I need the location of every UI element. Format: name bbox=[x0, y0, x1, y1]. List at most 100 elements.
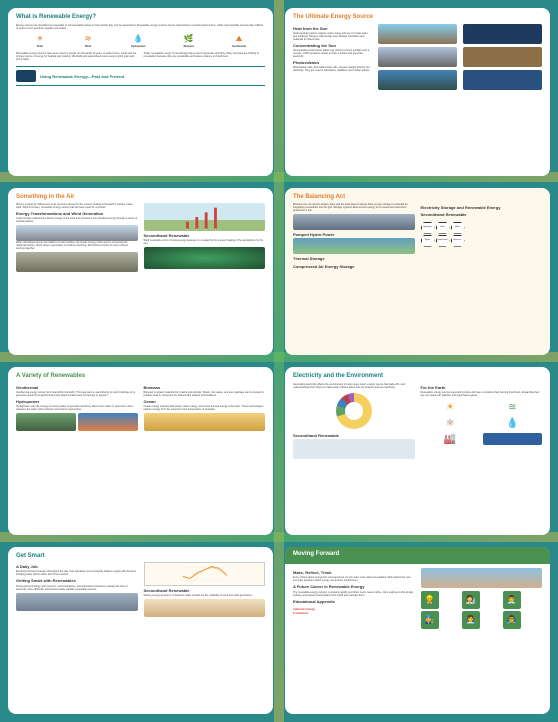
desert-solar-image bbox=[463, 47, 542, 67]
body-text: Biomass is organic material from plants … bbox=[144, 391, 266, 397]
divider bbox=[16, 85, 265, 86]
page-title: The Ultimate Energy Source bbox=[293, 14, 542, 22]
wind-farm-photo bbox=[16, 252, 138, 272]
turbine-diagram-image bbox=[16, 225, 138, 241]
pv-panel-image bbox=[378, 70, 457, 90]
sub-heading: For the Earth bbox=[421, 385, 543, 390]
hex-cell: Hydro bbox=[421, 235, 435, 247]
logo-badge bbox=[483, 433, 542, 445]
page-smart-grid: Get Smart A Daily Job Electricity demand… bbox=[8, 547, 273, 715]
wind-mini-icon: ≋ bbox=[483, 401, 542, 414]
solar-array-image bbox=[463, 24, 542, 44]
thermal-layers-image bbox=[144, 599, 266, 617]
sub-heading: Hydropower bbox=[16, 399, 138, 404]
intro-text: Wind is moving air. Differences in air p… bbox=[16, 203, 138, 209]
sub-heading: Secondhand Renewable bbox=[144, 233, 266, 238]
energy-icons-row: ☀ Solar ≋ Wind 💧 Hydropower 🌿 Biomass ⛰ … bbox=[16, 34, 265, 48]
body-text: Wind is actually a form of solar energy … bbox=[144, 239, 266, 245]
col1-text: Renewable energy sources have been used … bbox=[16, 52, 138, 61]
pages-grid: What is Renewable Energy? Energy sources… bbox=[8, 8, 550, 714]
body-text: Electricity demand changes throughout th… bbox=[16, 570, 138, 576]
hex-cell: Solar bbox=[436, 222, 450, 234]
icon-geothermal: ⛰ Geothermal bbox=[232, 34, 246, 48]
avatar-scientist: 👩‍🔬 bbox=[462, 591, 480, 609]
hex-cell: Geothermal bbox=[436, 235, 450, 247]
page-wind: Something in the Air Wind is moving air.… bbox=[8, 188, 273, 356]
body-text: Photovoltaic cells, also called solar ce… bbox=[293, 66, 372, 72]
turbine-bar-chart bbox=[144, 203, 266, 231]
energy-mix-pie-chart bbox=[336, 393, 372, 429]
body-text: Ocean energy includes tidal power, wave … bbox=[144, 405, 266, 411]
divider bbox=[16, 66, 265, 67]
page-environment: Electricity and the Environment Generati… bbox=[285, 367, 550, 535]
page-variety: A Variety of Renewables Geothermal Geoth… bbox=[8, 367, 273, 535]
section-title: Using Renewable Energy—Past and Present bbox=[40, 74, 124, 79]
page-title: Electricity and the Environment bbox=[293, 373, 542, 381]
page-title: Moving Forward bbox=[293, 551, 542, 559]
sub-heading: Heat from the Sun bbox=[293, 26, 372, 31]
buoy-image bbox=[78, 413, 138, 431]
solar-farm-image bbox=[463, 70, 542, 90]
csp-tower-image bbox=[378, 47, 457, 67]
sub-heading: A Future Career in Renewable Energy bbox=[293, 584, 415, 589]
sun-mini-icon: ☀ bbox=[421, 401, 480, 414]
body-text: When wind blows across the blades of a w… bbox=[16, 241, 138, 250]
hex-cell: Biomass bbox=[451, 235, 465, 247]
avatar-teacher: 👨‍🏫 bbox=[503, 611, 521, 629]
hydro-mini-icon: 💧 bbox=[483, 417, 542, 430]
atom-mini-icon: ⚛ bbox=[421, 417, 480, 430]
icon-solar: ☀ Solar bbox=[35, 34, 45, 48]
sub-heading: Secondhand Renewable bbox=[421, 212, 543, 217]
icon-hydro: 💧 Hydropower bbox=[131, 34, 146, 48]
grid-control-image bbox=[16, 593, 138, 611]
page-title: A Variety of Renewables bbox=[16, 373, 265, 381]
sub-heading: Electricity Storage and Renewable Energy bbox=[421, 205, 543, 210]
avatar-worker: 👷 bbox=[421, 591, 439, 609]
body-text: Geothermal energy comes from heat within… bbox=[16, 391, 138, 397]
icon-wind: ≋ Wind bbox=[83, 34, 93, 48]
sub-heading: Secondhand Renewable bbox=[293, 433, 415, 438]
body-text: Generating electricity affects the envir… bbox=[293, 383, 415, 389]
icon-biomass: 🌿 Biomass bbox=[184, 34, 194, 48]
sub-heading: Energy Transformations and Wind Generati… bbox=[16, 211, 138, 216]
body-text: Solar heating systems capture solar ener… bbox=[293, 32, 372, 41]
body-text: Because the sun doesn't always shine and… bbox=[293, 203, 415, 212]
page-ultimate-source: The Ultimate Energy Source Heat from the… bbox=[285, 8, 550, 176]
sub-heading: Biomass bbox=[144, 385, 266, 390]
sun-icon: ☀ bbox=[35, 34, 45, 44]
solar-roof-image bbox=[378, 24, 457, 44]
page-header-bar: Moving Forward bbox=[285, 547, 550, 565]
sub-heading: Secondhand Renewable bbox=[144, 588, 266, 593]
map-image bbox=[293, 439, 415, 459]
body-columns: Renewable energy sources have been used … bbox=[16, 52, 265, 63]
intro-text: Energy sources are classified as renewab… bbox=[16, 24, 265, 30]
sub-heading: Thermal Storage bbox=[293, 256, 415, 261]
demand-line-chart bbox=[144, 562, 266, 586]
sub-heading: Pumped Hydro Power bbox=[293, 232, 415, 237]
body-text: A wind turbine captures the kinetic ener… bbox=[16, 217, 138, 223]
avatar-technician: 👨‍🔧 bbox=[421, 611, 439, 629]
career-avatars: 👷 👩‍🔬 👨‍💼 👨‍🔧 👩‍💼 👨‍🏫 bbox=[421, 591, 543, 629]
biomass-image bbox=[144, 413, 266, 431]
pumped-hydro-image bbox=[293, 238, 415, 254]
wind-icon: ≋ bbox=[83, 34, 93, 44]
body-text: Concentrating solar power plants use mir… bbox=[293, 49, 372, 58]
avatar-business: 👨‍💼 bbox=[503, 591, 521, 609]
col2-text: Today, renewable energy is increasingly … bbox=[144, 52, 266, 58]
sub-heading: Geothermal bbox=[16, 385, 138, 390]
sub-heading: Educational Appendix bbox=[293, 599, 415, 604]
hex-diagram: Hydrogen Solar Wind Hydro Geothermal Bio… bbox=[421, 222, 543, 247]
green-energy-image bbox=[144, 247, 266, 269]
body-text: Every choice about energy has consequenc… bbox=[293, 576, 415, 582]
body-text: Renewable energy sources generally produ… bbox=[421, 391, 543, 397]
nef-logo: national energy foundation bbox=[293, 605, 317, 619]
page-title: What is Renewable Energy? bbox=[16, 14, 265, 22]
body-text: Hydropower uses the energy of moving wat… bbox=[16, 405, 138, 411]
sub-heading: Concentrating the Sun bbox=[293, 43, 372, 48]
dam-image bbox=[16, 413, 76, 431]
sub-heading: Getting Smart with Renewables bbox=[16, 578, 138, 583]
page-title: Something in the Air bbox=[16, 194, 265, 202]
sub-heading: Make, Reflect, Think bbox=[293, 570, 415, 575]
mountain-icon: ⛰ bbox=[234, 34, 244, 44]
water-icon: 💧 bbox=[133, 34, 143, 44]
